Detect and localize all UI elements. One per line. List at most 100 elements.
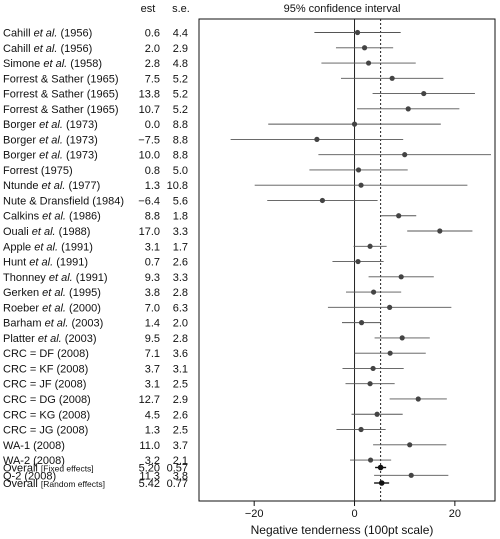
study-label: Forrest & Sather (1965) [3,73,119,85]
est-value: 1.3 [145,425,160,437]
est-value: 7.0 [145,302,160,314]
est-value: 10.7 [139,104,160,116]
est-value: 11.0 [139,440,160,452]
point-estimate [374,411,380,417]
est-value: −7.5 [138,134,160,146]
est-value: 11.3 [139,470,160,482]
study-label: CRC = KF (2008) [3,363,88,375]
study-label: WA-2 (2008) [3,455,65,467]
study-label: Ntunde et al. (1977) [3,180,100,192]
study-row: CRC = KF (2008) 3.7 3.1 [3,363,404,375]
study-label: WA-1 (2008) [3,440,65,452]
study-label: Roeber et al. (2000) [3,302,101,314]
est-value: 3.7 [145,363,160,375]
study-row: Forrest (1975) 0.8 5.0 [3,165,408,177]
overall-label: Overall [Random effects] [3,478,105,490]
study-label: CRC = JG (2008) [3,425,88,437]
point-estimate [358,426,364,433]
est-value: 1.3 [145,180,160,192]
study-label: Borger et al. (1973) [3,134,98,146]
est-value: 0.0 [145,119,160,131]
x-tick-label: 20 [449,508,461,520]
point-estimate [407,442,413,448]
study-label: Thonney et al. (1991) [3,272,108,284]
x-tick-label: 0 [351,508,357,520]
se-value: 0.57 [167,463,188,475]
est-value: 9.5 [145,333,160,345]
se-value: 2.1 [173,455,188,467]
study-label: Borger et al. (1973) [3,150,98,162]
study-label: Forrest (1975) [3,165,73,177]
se-value: 8.8 [173,150,188,162]
point-estimate [355,167,362,173]
se-value: 2.8 [173,287,188,299]
study-row: WA-1 (2008) 11.0 3.7 [3,440,447,452]
study-row: Forrest & Sather (1965) 13.8 5.2 [3,89,475,101]
se-value: 2.6 [173,409,188,421]
study-row: Apple et al. (1991) 3.1 1.7 [3,241,387,253]
se-value: 3.3 [173,272,188,284]
point-estimate [365,60,372,66]
study-label: Forrest & Sather (1965) [3,89,119,101]
point-estimate [358,182,364,188]
study-label: Ouali et al. (1988) [3,226,90,238]
study-label: Platter et al. (2003) [3,333,97,345]
se-value: 2.9 [173,394,188,406]
se-value: 5.2 [173,89,188,101]
point-estimate [402,152,408,158]
point-estimate [399,335,405,341]
se-value: 10.8 [167,180,188,192]
se-value: 3.7 [173,440,188,452]
pooled-estimate [378,480,385,486]
point-estimate [370,365,376,372]
se-value: 5.6 [173,195,188,207]
point-estimate [387,350,393,356]
study-row: CRC = JG (2008) 1.3 2.5 [3,425,386,437]
est-value: 1.4 [145,318,160,330]
est-value: 4.5 [145,409,160,421]
overall-row: Overall [Random effects] 5.42 0.77 [3,478,390,490]
study-label: Forrest & Sather (1965) [3,104,119,116]
se-value: 3.1 [173,363,188,375]
point-estimate [367,243,373,249]
se-value: 1.8 [173,211,188,223]
study-label: CRC = JF (2008) [3,379,86,391]
study-row: Borger et al. (1973) −7.5 8.8 [3,134,404,146]
est-value: 9.3 [145,272,160,284]
se-value: 0.77 [167,478,188,490]
est-value: 3.1 [145,241,160,253]
se-value: 5.2 [173,73,188,85]
point-estimate [387,304,393,310]
se-value: 4.8 [173,58,188,70]
est-value: 0.8 [145,165,160,177]
se-value: 3.6 [173,348,188,360]
x-axis-label: Negative tenderness (100pt scale) [251,523,434,537]
est-value: 2.0 [145,43,160,55]
est-value: 7.1 [145,348,160,360]
est-value: 12.7 [139,394,160,406]
study-row: Ouali et al. (1988) 17.0 3.3 [3,226,473,238]
est-value: −6.4 [138,195,160,207]
study-label: Nute & Dransfield (1984) [3,195,124,207]
study-label: Barham et al. (2003) [3,318,103,330]
study-label: Gerken et al. (1995) [3,287,101,299]
x-axis: −20 0 20 [245,501,461,520]
se-value: 2.9 [173,43,188,55]
se-value: 2.8 [173,333,188,345]
se-value: 2.5 [173,425,188,437]
study-row: CRC = JF (2008) 3.1 2.5 [3,379,395,391]
study-label: Borger et al. (1973) [3,119,98,131]
se-value: 8.8 [173,119,188,131]
se-value: 8.8 [173,134,188,146]
est-value: 8.8 [145,211,160,223]
est-value: 3.8 [145,287,160,299]
est-column-header: est [141,3,156,15]
plot-frame [198,18,496,502]
study-row: Forrest & Sather (1965) 10.7 5.2 [3,104,460,116]
study-row: CRC = KG (2008) 4.5 2.6 [3,409,403,421]
point-estimate [314,136,320,142]
se-value: 5.0 [173,165,188,177]
point-estimate [398,274,404,280]
